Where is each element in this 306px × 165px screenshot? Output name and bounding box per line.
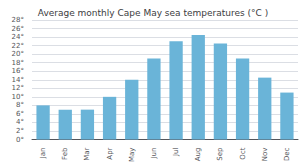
svg-text:6°: 6° (16, 110, 24, 118)
svg-text:Jul: Jul (172, 147, 180, 157)
svg-text:Jun: Jun (150, 148, 158, 160)
svg-text:18°: 18° (12, 59, 24, 67)
svg-text:Oct: Oct (239, 147, 247, 159)
svg-text:Apr: Apr (106, 147, 114, 159)
svg-text:Mar: Mar (83, 147, 91, 160)
svg-text:Feb: Feb (61, 147, 69, 160)
svg-text:4°: 4° (16, 118, 24, 126)
svg-text:16°: 16° (12, 67, 24, 75)
svg-text:Jan: Jan (39, 148, 47, 160)
svg-text:8°: 8° (16, 101, 24, 109)
svg-text:Dec: Dec (283, 147, 291, 161)
svg-text:0°: 0° (16, 136, 24, 144)
svg-text:22°: 22° (12, 42, 24, 50)
svg-text:28°: 28° (12, 16, 24, 24)
svg-text:26°: 26° (12, 25, 24, 33)
svg-text:Nov: Nov (261, 148, 269, 162)
svg-text:24°: 24° (12, 33, 24, 41)
svg-text:May: May (128, 148, 136, 162)
svg-text:20°: 20° (12, 50, 24, 58)
svg-text:10°: 10° (12, 93, 24, 101)
svg-text:Average monthly Cape May sea t: Average monthly Cape May sea temperature… (38, 8, 268, 18)
svg-text:Sep: Sep (216, 147, 224, 161)
svg-text:14°: 14° (12, 76, 24, 84)
svg-text:2°: 2° (16, 127, 24, 135)
svg-text:Aug: Aug (194, 148, 202, 162)
svg-text:12°: 12° (12, 84, 24, 92)
